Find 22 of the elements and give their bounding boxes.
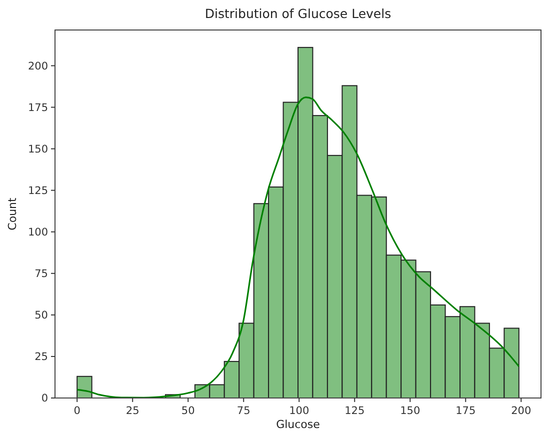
x-axis-title: Glucose <box>276 418 320 431</box>
x-tick-label: 0 <box>74 405 80 417</box>
x-tick-label: 200 <box>511 405 532 417</box>
chart-title: Distribution of Glucose Levels <box>204 6 392 21</box>
x-tick-label: 175 <box>456 405 476 417</box>
x-tick-label: 125 <box>344 405 365 417</box>
y-tick-label: 25 <box>34 351 48 364</box>
y-tick-label: 150 <box>28 143 48 156</box>
y-tick-label: 100 <box>28 226 48 239</box>
y-tick-label: 75 <box>34 268 48 280</box>
x-tick-label: 25 <box>126 405 140 417</box>
x-tick-label: 75 <box>236 405 250 417</box>
x-tick-label: 50 <box>181 405 195 417</box>
y-axis-title: Count <box>6 196 19 230</box>
x-tick-label: 100 <box>289 405 310 417</box>
line-series <box>76 96 520 398</box>
y-tick-label: 175 <box>28 102 48 114</box>
y-tick-label: 50 <box>34 310 48 322</box>
y-tick-label: 0 <box>41 392 48 405</box>
y-tick-label: 125 <box>28 185 48 197</box>
y-tick-label: 200 <box>28 60 48 72</box>
x-tick-label: 150 <box>400 405 420 417</box>
